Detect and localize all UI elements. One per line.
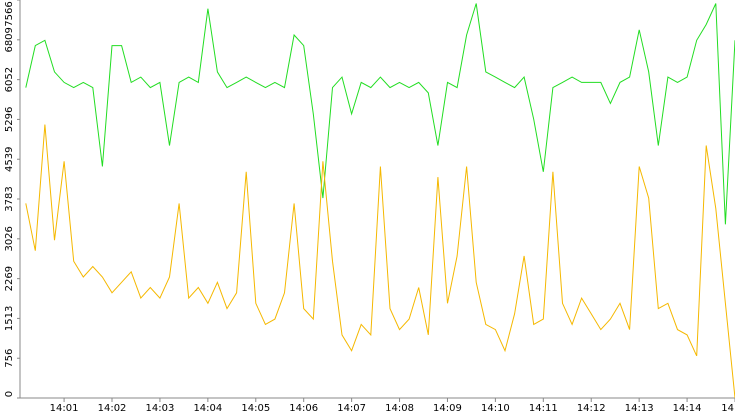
x-tick-label: 14:14	[673, 403, 702, 414]
series-line	[25, 3, 735, 225]
y-tick-label: 756	[4, 349, 15, 368]
y-tick-label: 6052	[4, 67, 15, 92]
y-tick-label: 1513	[4, 306, 15, 331]
y-tick-label: 3026	[4, 226, 15, 251]
x-tick-label: 14:07	[337, 403, 366, 414]
x-tick-label: 14:03	[146, 403, 175, 414]
x-tick-label: 14:06	[289, 403, 318, 414]
x-tick-label: 14:04	[193, 403, 222, 414]
x-tick-label: 14	[721, 403, 734, 414]
y-tick-label: 4539	[4, 147, 15, 172]
x-tick-label: 14:11	[529, 403, 558, 414]
x-tick-label: 14:01	[50, 403, 79, 414]
y-tick-label: 5296	[4, 107, 15, 132]
x-tick-label: 14:02	[98, 403, 127, 414]
x-tick-label: 14:09	[433, 403, 462, 414]
x-tick-label: 14:05	[241, 403, 270, 414]
x-tick-label: 14:08	[385, 403, 414, 414]
x-tick-label: 14:12	[577, 403, 606, 414]
y-tick-label: 7566	[4, 1, 15, 26]
x-tick-label: 14:13	[625, 403, 654, 414]
y-tick-label: 2269	[4, 266, 15, 291]
series-line	[25, 124, 735, 399]
x-tick-label: 14:10	[481, 403, 510, 414]
y-tick-label: 0	[4, 391, 15, 397]
y-tick-label: 6809	[4, 27, 15, 52]
y-tick-label: 3783	[4, 186, 15, 211]
